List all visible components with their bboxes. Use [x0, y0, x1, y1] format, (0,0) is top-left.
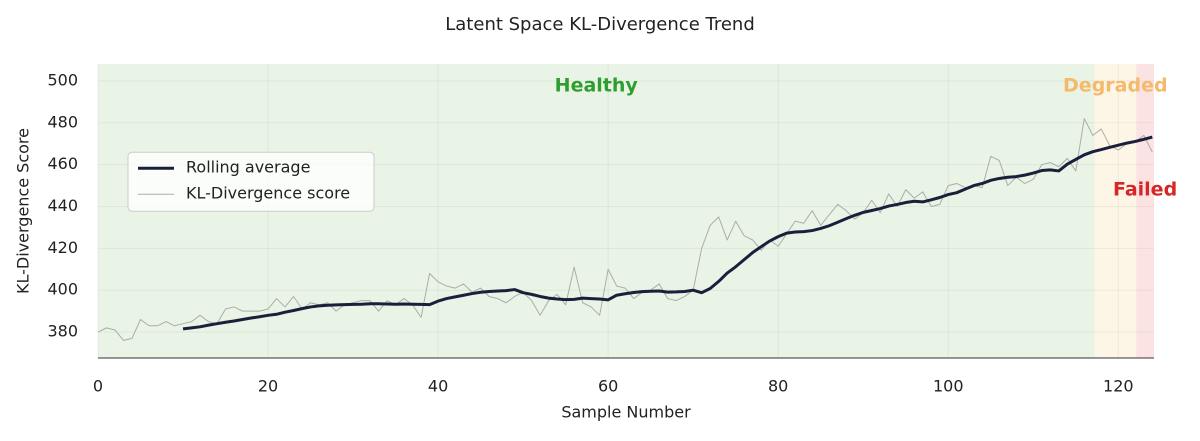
y-tick-label: 380: [47, 322, 78, 341]
x-tick-label: 20: [258, 377, 278, 396]
x-tick-label: 100: [933, 377, 964, 396]
legend-label: Rolling average: [186, 158, 310, 177]
legend: Rolling average KL-Divergence score: [127, 151, 375, 212]
y-axis-label: KL-Divergence Score: [14, 128, 33, 294]
legend-box: [127, 151, 375, 212]
region-label: Healthy: [555, 75, 639, 97]
chart-title: Latent Space KL-Divergence Trend: [445, 14, 755, 35]
x-tick-label: 60: [598, 377, 618, 396]
region: [1136, 64, 1154, 358]
region: [1094, 64, 1137, 358]
y-tick-label: 500: [47, 70, 78, 89]
legend-label: KL-Divergence score: [186, 184, 350, 203]
x-tick-label: 80: [768, 377, 788, 396]
x-tick-label: 40: [428, 377, 448, 396]
y-tick-label: 400: [47, 280, 78, 299]
x-axis-label: Sample Number: [561, 403, 691, 422]
y-tick-label: 460: [47, 154, 78, 173]
x-tick-label: 120: [1103, 377, 1134, 396]
series-line: [182, 135, 1153, 331]
y-tick-label: 440: [47, 196, 78, 215]
y-tick-label: 420: [47, 238, 78, 257]
region-label: Degraded: [1063, 75, 1168, 97]
x-tick-label: 0: [93, 377, 103, 396]
region-label: Failed: [1113, 179, 1177, 201]
y-tick-label: 480: [47, 112, 78, 131]
